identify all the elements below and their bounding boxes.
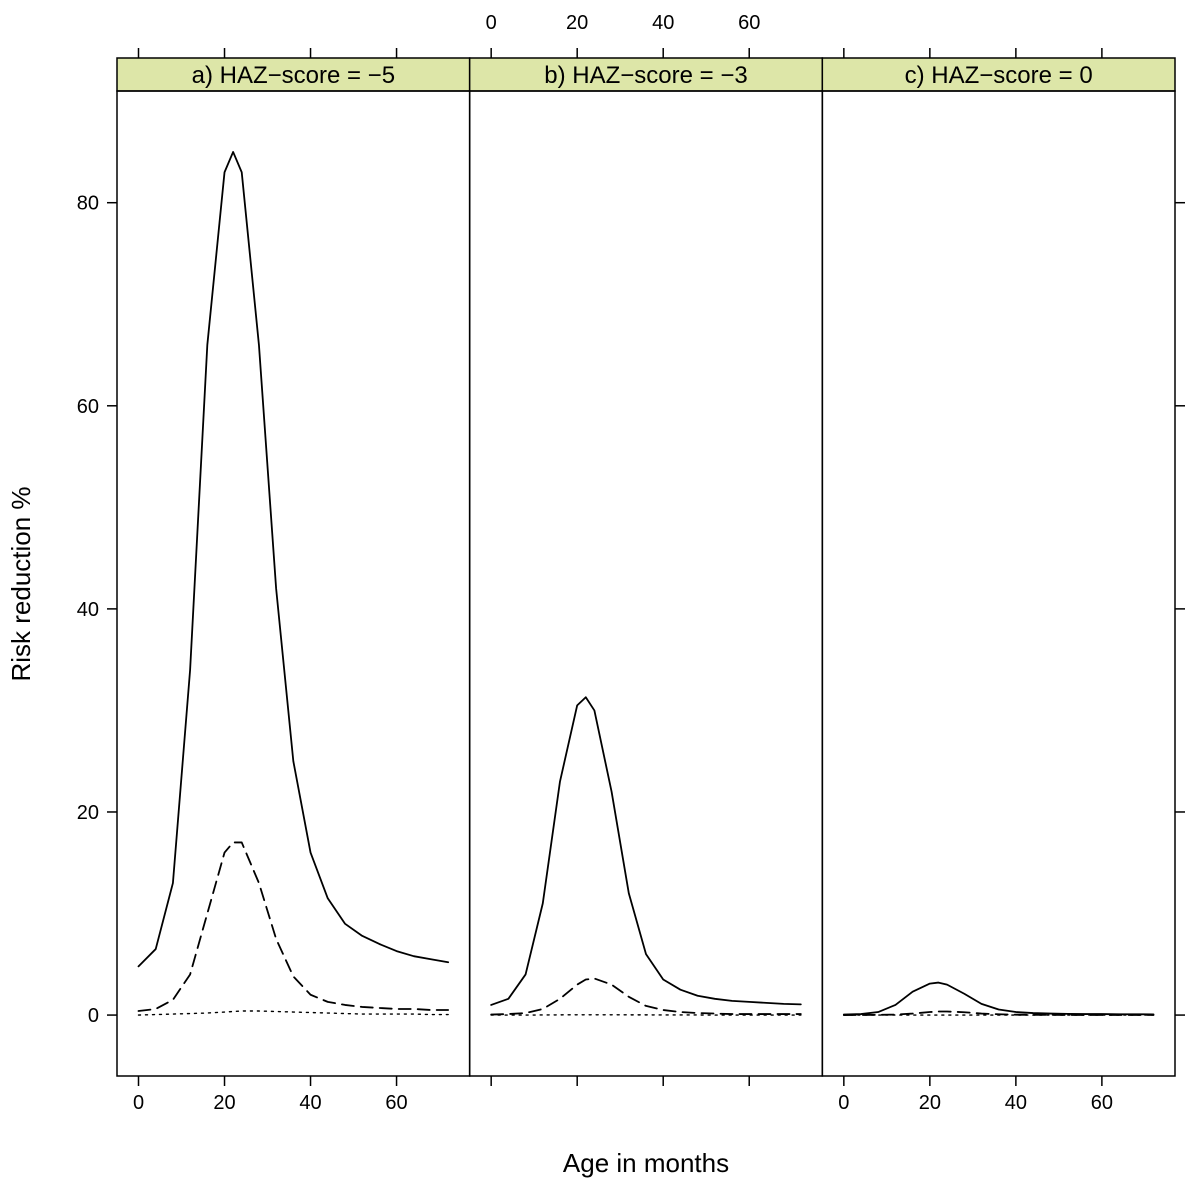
panel-strip-label: c) HAZ−score = 0 [905, 62, 1093, 89]
x-tick-label-top: 20 [566, 12, 588, 34]
x-tick-label-top: 40 [652, 12, 674, 34]
x-tick-label-top: 60 [738, 12, 760, 34]
series-line-solid [137, 151, 450, 968]
y-tick-label: 60 [77, 396, 99, 418]
panel-frame [468, 90, 824, 1077]
series-line-dashed [842, 1010, 1155, 1016]
panel-frame [821, 90, 1176, 1077]
x-tick-label-top: 0 [486, 12, 497, 34]
x-tick-label-bottom: 60 [1091, 1092, 1113, 1114]
series-line-dotted [137, 1010, 449, 1016]
series-line-dashed [490, 977, 802, 1016]
y-axis-title: Risk reduction % [6, 486, 36, 681]
series-line-solid [842, 981, 1155, 1016]
y-tick-label: 20 [77, 802, 99, 824]
panel-strip-label: a) HAZ−score = −5 [192, 62, 395, 89]
panel-0: a) HAZ−score = −5 [116, 57, 471, 1077]
x-tick-label-bottom: 60 [385, 1092, 407, 1114]
series-line-solid [490, 696, 802, 1006]
x-tick-label-bottom: 20 [919, 1092, 941, 1114]
x-tick-label-bottom: 0 [838, 1092, 849, 1114]
y-tick-label: 40 [77, 599, 99, 621]
panel-strip-label: b) HAZ−score = −3 [544, 62, 747, 89]
y-tick-label: 80 [77, 193, 99, 215]
panel-1: b) HAZ−score = −3 [468, 57, 824, 1077]
panel-frame [116, 90, 471, 1077]
panels-layer: a) HAZ−score = −5 b) HAZ−score = −3 c) HAZ… [116, 57, 1176, 1077]
x-tick-label-bottom: 40 [299, 1092, 321, 1114]
x-tick-label-bottom: 0 [133, 1092, 144, 1114]
panel-strip [468, 57, 824, 92]
series-line-dashed [137, 841, 450, 1012]
x-tick-label-bottom: 20 [213, 1092, 235, 1114]
y-tick-label: 0 [88, 1005, 99, 1027]
x-tick-label-bottom: 40 [1005, 1092, 1027, 1114]
x-axis-title: Age in months [563, 1148, 729, 1178]
panel-2: c) HAZ−score = 0 [821, 57, 1176, 1077]
panel-strip [116, 57, 471, 92]
axes-layer: 0 20 40 60 80 0 20 40 60 0 20 40 60 0 20 40 60 [77, 12, 1185, 1114]
